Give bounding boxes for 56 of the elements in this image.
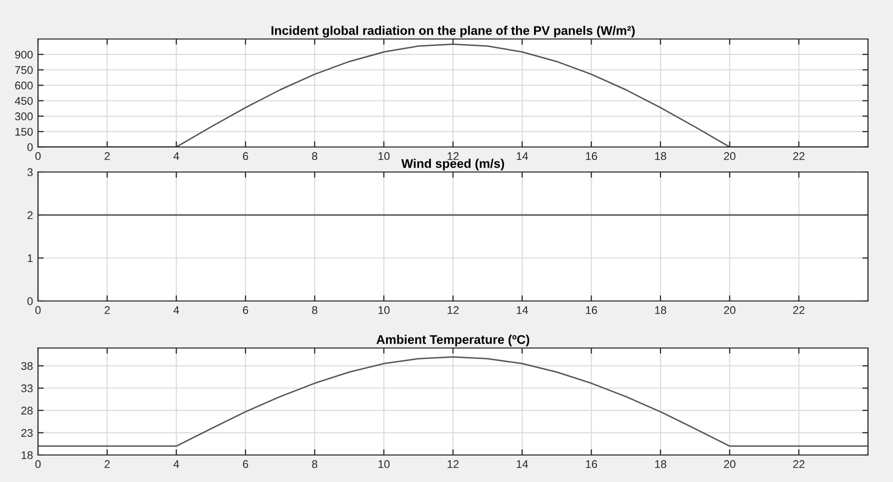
x-tick-label: 4 [174, 460, 180, 468]
y-tick-label: 38 [21, 362, 33, 370]
x-tick-label: 8 [312, 306, 318, 314]
y-tick-label: 28 [21, 406, 33, 415]
x-tick-label: 0 [35, 460, 41, 468]
y-tick-label: 23 [21, 428, 33, 437]
x-tick-label: 2 [104, 460, 110, 468]
x-tick-label: 14 [516, 152, 528, 160]
chart-title: Incident global radiation on the plane of the PV panels (W/m²) [272, 26, 635, 38]
x-tick-label: 18 [655, 152, 666, 160]
y-tick-label: 18 [22, 451, 33, 460]
x-tick-label: 8 [312, 152, 318, 160]
chart-title: Ambient Temperature (ºC) [376, 334, 530, 346]
x-tick-label: 14 [516, 306, 528, 314]
y-tick-label: 0 [27, 297, 33, 306]
x-tick-label: 10 [378, 152, 390, 160]
x-tick-label: 16 [586, 152, 598, 160]
x-tick-label: 16 [586, 460, 598, 468]
x-tick-label: 12 [448, 460, 459, 468]
y-tick-label: 33 [21, 384, 33, 392]
y-tick-label: 2 [28, 211, 33, 220]
x-tick-label: 0 [35, 306, 41, 314]
chart-title: Wind speed (m/s) [401, 158, 504, 170]
x-tick-label: 6 [242, 306, 248, 314]
x-tick-label: 2 [104, 306, 110, 314]
x-tick-label: 20 [724, 152, 736, 160]
x-tick-label: 8 [312, 460, 318, 468]
y-tick-label: 450 [14, 96, 33, 105]
y-tick-label: 0 [27, 143, 33, 152]
x-tick-label: 12 [448, 306, 459, 314]
x-tick-label: 20 [724, 306, 736, 314]
x-tick-label: 6 [242, 152, 248, 160]
x-tick-label: 18 [655, 306, 666, 314]
x-tick-label: 0 [35, 152, 41, 160]
y-tick-label: 1 [28, 254, 33, 262]
y-tick-label: 600 [15, 82, 33, 90]
y-tick-label: 750 [15, 66, 33, 74]
y-tick-label: 900 [15, 50, 33, 59]
x-tick-label: 22 [793, 152, 804, 160]
x-tick-label: 12 [448, 152, 459, 160]
x-tick-label: 2 [104, 152, 110, 160]
x-tick-label: 16 [586, 306, 598, 314]
x-tick-label: 22 [793, 460, 804, 468]
x-tick-label: 18 [655, 460, 666, 468]
y-tick-label: 150 [15, 128, 33, 136]
x-tick-label: 10 [378, 460, 390, 468]
y-tick-label: 3 [27, 168, 33, 176]
x-tick-label: 4 [174, 306, 180, 314]
y-tick-label: 300 [15, 112, 33, 120]
x-tick-label: 6 [242, 460, 248, 468]
x-tick-label: 14 [516, 460, 528, 468]
x-tick-label: 20 [724, 460, 736, 468]
line-series [38, 356, 868, 447]
x-tick-label: 10 [378, 306, 390, 314]
x-tick-label: 4 [174, 152, 180, 160]
x-tick-label: 22 [793, 306, 804, 314]
